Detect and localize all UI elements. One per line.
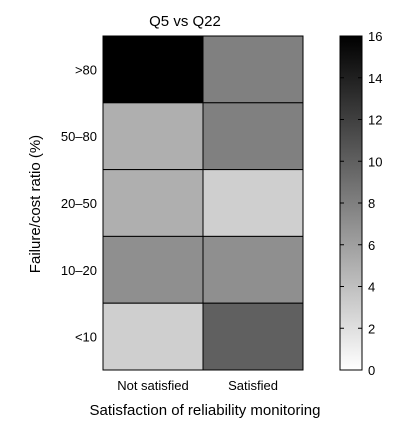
heatmap-cell — [202, 169, 304, 237]
heatmap-cell — [102, 169, 204, 237]
heatmap-cell — [202, 35, 304, 104]
y-tick-label: <10 — [75, 330, 97, 345]
colorbar-tick-label: 16 — [368, 29, 382, 44]
colorbar-tick-label: 12 — [368, 113, 382, 128]
colorbar-tick-labels: 0 2 4 6 8 10 12 14 16 — [340, 29, 382, 378]
x-tick-labels: Not satisfied Satisfied — [117, 378, 278, 393]
heatmap-cell — [102, 35, 204, 104]
colorbar-tick-label: 14 — [368, 71, 382, 86]
colorbar-tick-label: 2 — [368, 321, 375, 336]
colorbar-tick-label: 8 — [368, 196, 375, 211]
heatmap-cell — [202, 102, 304, 171]
x-axis-title: Satisfaction of reliability monitoring — [90, 402, 321, 419]
y-tick-label: 20–50 — [61, 196, 97, 211]
colorbar-tick-label: 6 — [368, 238, 375, 253]
y-tick-label: 10–20 — [61, 263, 97, 278]
y-tick-label: >80 — [75, 62, 97, 77]
heatmap-cell — [202, 235, 304, 304]
colorbar-tick-label: 4 — [368, 280, 375, 295]
heatmap-cell — [102, 302, 204, 371]
y-tick-labels: >80 50–80 20–50 10–20 <10 — [61, 62, 97, 344]
heatmap-cell — [102, 235, 204, 304]
colorbar-tick-label: 0 — [368, 363, 375, 378]
colorbar-tick-label: 10 — [368, 154, 382, 169]
x-tick-label: Not satisfied — [117, 378, 189, 393]
y-tick-label: 50–80 — [61, 129, 97, 144]
heatmap-cell — [202, 302, 304, 371]
heatmap-cell — [102, 102, 204, 171]
heatmap-cells — [102, 35, 304, 371]
y-axis-title: Failure/cost ratio (%) — [27, 135, 44, 273]
x-tick-label: Satisfied — [228, 378, 278, 393]
chart-title: Q5 vs Q22 — [149, 13, 221, 30]
